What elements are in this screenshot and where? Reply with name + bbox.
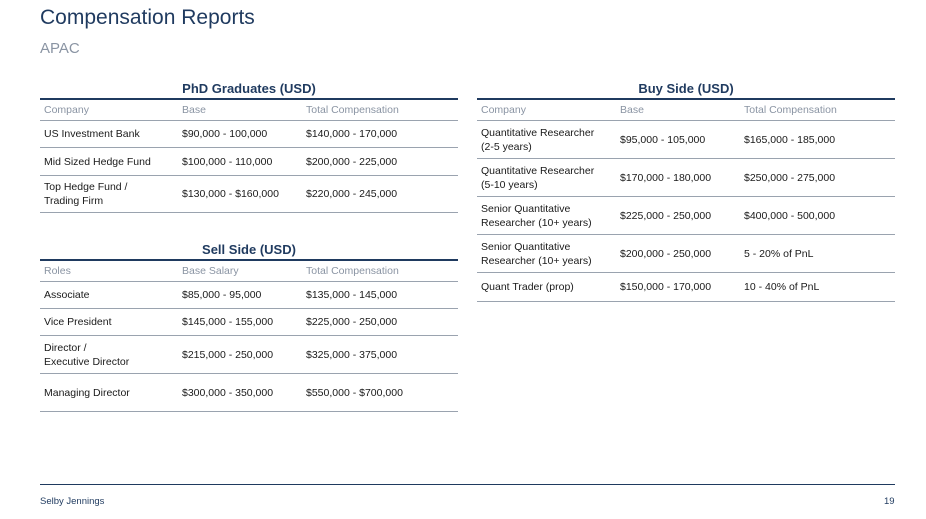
page-title: Compensation Reports [40,6,255,29]
table-row: Vice President $145,000 - 155,000 $225,0… [40,308,458,336]
cell-total-compensation: 5 - 20% of PnL [740,234,895,273]
cell-total-compensation: $140,000 - 170,000 [302,120,458,148]
cell-company: Quant Trader (prop) [477,272,616,302]
cell-company: Quantitative Researcher (5-10 years) [477,158,616,197]
cell-base: $95,000 - 105,000 [616,120,740,159]
sell-side-table: Roles Base Salary Total Compensation Ass… [40,259,458,412]
cell-total-compensation: $135,000 - 145,000 [302,281,458,309]
table-row: Associate $85,000 - 95,000 $135,000 - 14… [40,281,458,309]
column-header-total-compensation: Total Compensation [302,99,458,121]
cell-base: $170,000 - 180,000 [616,158,740,197]
cell-company: Quantitative Researcher (2-5 years) [477,120,616,159]
cell-total-compensation: $220,000 - 245,000 [302,175,458,213]
cell-role: Vice President [40,308,178,336]
cell-company: Top Hedge Fund / Trading Firm [40,175,178,213]
cell-role: Managing Director [40,373,178,412]
table-row: Managing Director $300,000 - 350,000 $55… [40,373,458,412]
column-header-total-compensation: Total Compensation [302,260,458,282]
cell-total-compensation: $165,000 - 185,000 [740,120,895,159]
table-row: Top Hedge Fund / Trading Firm $130,000 -… [40,175,458,213]
table-header-row: Company Base Total Compensation [477,99,895,121]
cell-role: Director / Executive Director [40,335,178,374]
table-row: Senior Quantitative Researcher (10+ year… [477,196,895,235]
cell-base-salary: $85,000 - 95,000 [178,281,302,309]
cell-base: $200,000 - 250,000 [616,234,740,273]
cell-total-compensation: $550,000 - $700,000 [302,373,458,412]
cell-total-compensation: $200,000 - 225,000 [302,147,458,176]
footer-divider [40,484,895,485]
table-row: Quantitative Researcher (5-10 years) $17… [477,158,895,197]
cell-total-compensation: $400,000 - 500,000 [740,196,895,235]
cell-total-compensation: 10 - 40% of PnL [740,272,895,302]
column-header-roles: Roles [40,260,178,282]
table-header-row: Roles Base Salary Total Compensation [40,260,458,282]
table-row: Quant Trader (prop) $150,000 - 170,000 1… [477,272,895,302]
table-header-row: Company Base Total Compensation [40,99,458,121]
page-subtitle: APAC [40,40,80,57]
cell-total-compensation: $250,000 - 275,000 [740,158,895,197]
table-row: Mid Sized Hedge Fund $100,000 - 110,000 … [40,147,458,176]
table-row: Director / Executive Director $215,000 -… [40,335,458,374]
column-header-base: Base [178,99,302,121]
cell-company: Mid Sized Hedge Fund [40,147,178,176]
column-header-total-compensation: Total Compensation [740,99,895,121]
cell-base: $90,000 - 100,000 [178,120,302,148]
cell-base-salary: $300,000 - 350,000 [178,373,302,412]
footer-brand: Selby Jennings [40,496,105,507]
table-row: Senior Quantitative Researcher (10+ year… [477,234,895,273]
phd-graduates-table: Company Base Total Compensation US Inves… [40,98,458,213]
sell-side-title: Sell Side (USD) [202,242,296,257]
page-number: 19 [884,496,895,507]
cell-base-salary: $215,000 - 250,000 [178,335,302,374]
cell-base: $130,000 - $160,000 [178,175,302,213]
buy-side-section: Buy Side (USD) Company Base Total Compen… [477,80,895,302]
cell-company: US Investment Bank [40,120,178,148]
cell-base: $150,000 - 170,000 [616,272,740,302]
phd-graduates-section: PhD Graduates (USD) Company Base Total C… [40,80,458,213]
column-header-company: Company [477,99,616,121]
cell-total-compensation: $225,000 - 250,000 [302,308,458,336]
phd-graduates-title: PhD Graduates (USD) [182,81,316,96]
cell-base: $225,000 - 250,000 [616,196,740,235]
cell-base-salary: $145,000 - 155,000 [178,308,302,336]
sell-side-section: Sell Side (USD) Roles Base Salary Total … [40,241,458,412]
table-row: US Investment Bank $90,000 - 100,000 $14… [40,120,458,148]
column-header-base: Base [616,99,740,121]
table-row: Quantitative Researcher (2-5 years) $95,… [477,120,895,159]
cell-base: $100,000 - 110,000 [178,147,302,176]
cell-total-compensation: $325,000 - 375,000 [302,335,458,374]
cell-company: Senior Quantitative Researcher (10+ year… [477,234,616,273]
buy-side-table: Company Base Total Compensation Quantita… [477,98,895,302]
column-header-base-salary: Base Salary [178,260,302,282]
cell-company: Senior Quantitative Researcher (10+ year… [477,196,616,235]
cell-role: Associate [40,281,178,309]
column-header-company: Company [40,99,178,121]
buy-side-title: Buy Side (USD) [638,81,734,96]
